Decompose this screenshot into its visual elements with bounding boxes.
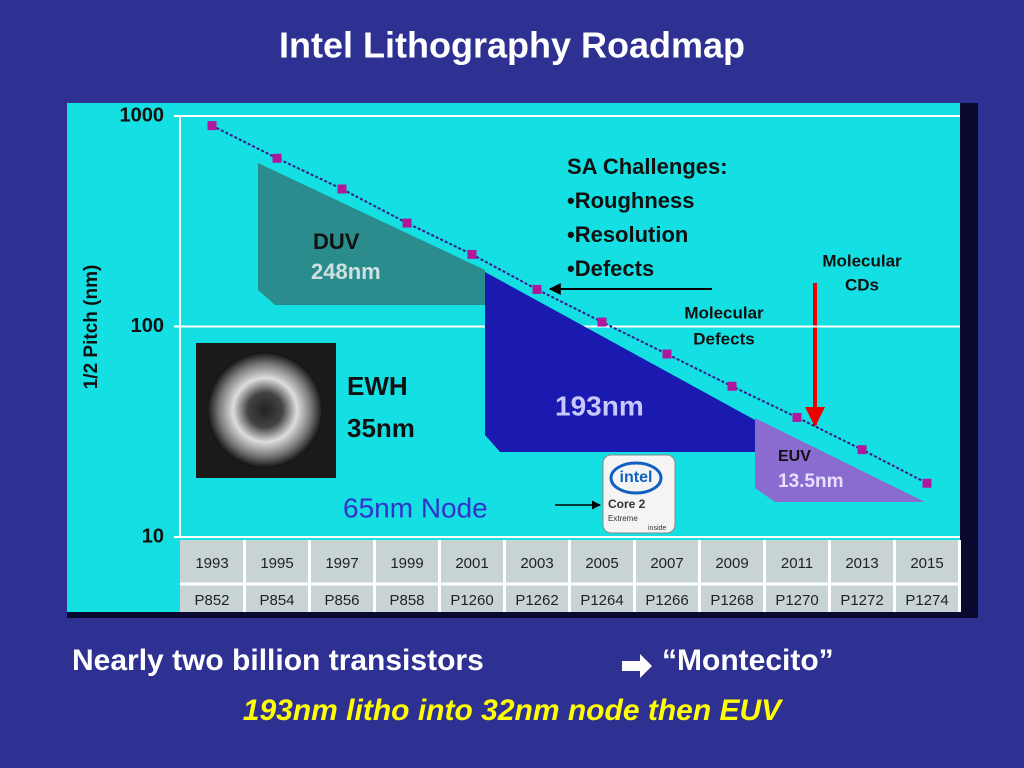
sa-challenges: SA Challenges:	[567, 154, 728, 179]
panel-border	[67, 612, 978, 618]
point	[662, 349, 672, 359]
euv-wavelength: 13.5nm	[778, 471, 843, 492]
regions	[258, 163, 925, 502]
duv-label: DUV	[313, 229, 360, 254]
point	[337, 184, 347, 194]
sa-challenges: •Defects	[567, 256, 654, 281]
intel-swirl	[609, 461, 663, 495]
logo-text: Core 2	[608, 497, 646, 511]
footer-line1: Nearly two billion transistors	[72, 644, 484, 677]
process-label: P1268	[710, 592, 753, 609]
point	[597, 317, 607, 327]
ewh-ring	[207, 352, 323, 468]
point	[207, 121, 217, 131]
logo-text: intel	[620, 469, 653, 486]
x-tick-label: 1993	[195, 555, 228, 572]
x-tick-label: 2013	[845, 555, 878, 572]
process-label: P856	[324, 592, 359, 609]
x-tick-label: 2001	[455, 555, 488, 572]
molecular-defects: Molecular	[684, 303, 764, 322]
point	[857, 445, 867, 455]
process-label: P1266	[645, 592, 688, 609]
x-tick-label: 1999	[390, 555, 423, 572]
sa-challenges: •Roughness	[567, 188, 695, 213]
point	[727, 381, 737, 391]
x-tick-label: 2007	[650, 555, 683, 572]
ewh-label: EWH	[347, 371, 408, 401]
euv-label: EUV	[778, 448, 811, 465]
series-line	[211, 124, 928, 485]
molecular-cds: CDs	[845, 275, 879, 294]
y-tick-label: 100	[131, 315, 164, 337]
node-label: 65nm Node	[343, 492, 488, 523]
panel-border	[960, 103, 978, 618]
y-tick-label: 1000	[120, 104, 165, 126]
duv-wavelength: 248nm	[311, 259, 381, 284]
molecular-cds: Molecular	[822, 251, 902, 270]
point	[532, 284, 542, 294]
process-label: P1274	[905, 592, 948, 609]
x-tick-label: 2015	[910, 555, 943, 572]
euv-region	[755, 418, 925, 502]
process-label: P854	[259, 592, 294, 609]
arf-label: 193nm	[555, 390, 644, 421]
x-tick-label: 2011	[781, 555, 813, 572]
process-label: P1264	[580, 592, 623, 609]
duv-region	[258, 163, 485, 305]
process-label: P852	[194, 592, 229, 609]
point	[272, 153, 282, 163]
slide-title: Intel Lithography Roadmap	[279, 25, 745, 66]
point	[402, 218, 412, 228]
y-axis-label: 1/2 Pitch (nm)	[81, 265, 102, 390]
footer-arrow	[622, 654, 652, 678]
arf-region	[485, 272, 755, 452]
footer-line2: 193nm litho into 32nm node then EUV	[243, 694, 784, 727]
footer-quote: “Montecito”	[662, 644, 834, 677]
logo-text: Extreme	[608, 514, 638, 523]
x-tick-label: 1995	[260, 555, 293, 572]
sa-challenges: •Resolution	[567, 222, 688, 247]
logo-text: inside	[648, 525, 666, 532]
molecular-defects: Defects	[693, 329, 754, 348]
y-tick-label: 10	[142, 525, 164, 547]
process-label: P1270	[775, 592, 818, 609]
x-tick-label: 2005	[585, 555, 618, 572]
process-label: P1272	[840, 592, 883, 609]
point	[467, 249, 477, 259]
ewh-size: 35nm	[347, 413, 415, 443]
process-label: P1260	[450, 592, 493, 609]
point	[922, 478, 932, 488]
point	[792, 412, 802, 422]
x-tick-label: 1997	[325, 555, 358, 572]
x-tick-label: 2009	[715, 555, 748, 572]
process-label: P858	[389, 592, 424, 609]
process-label: P1262	[515, 592, 558, 609]
x-tick-label: 2003	[520, 555, 553, 572]
